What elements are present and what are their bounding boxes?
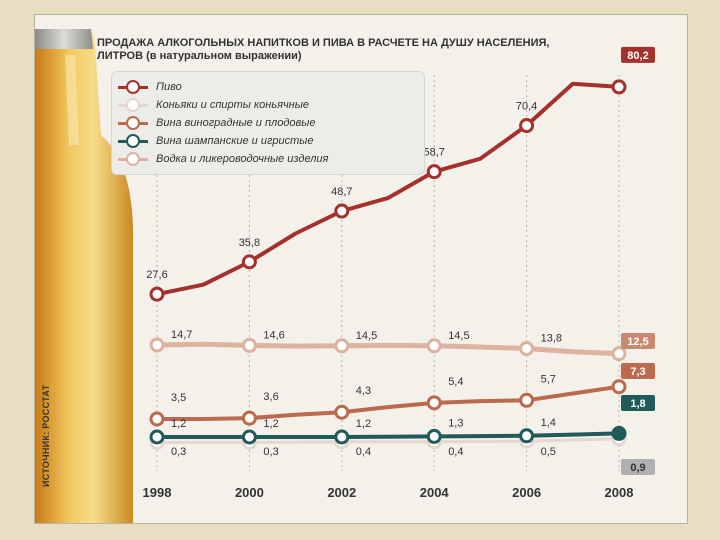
data-point-beer xyxy=(334,203,350,219)
data-point-wine xyxy=(611,379,627,395)
data-label-box-vodka xyxy=(621,333,655,349)
series-line-beer xyxy=(156,81,620,297)
legend-item-champagne: Вина шампанские и игристые xyxy=(118,132,416,150)
data-label-vodka: 14,6 xyxy=(263,329,284,341)
data-label-vodka: 14,5 xyxy=(356,330,377,342)
data-label-cognac: 0,4 xyxy=(356,446,371,458)
data-label-box-wine xyxy=(621,363,655,379)
legend: Пиво Коньяки и спирты коньячные Вина виног… xyxy=(111,71,425,175)
title-line: ПРОДАЖА АЛКОГОЛЬНЫХ НАПИТКОВ И ПИВА В РА… xyxy=(97,37,550,49)
data-point-vodka xyxy=(334,338,350,354)
chart-title: ПРОДАЖА АЛКОГОЛЬНЫХ НАПИТКОВ И ПИВА В РА… xyxy=(97,37,617,63)
data-point-champagne xyxy=(426,428,442,444)
data-label-champagne: 1,2 xyxy=(171,418,186,430)
legend-item-vodka: Водка и ликероводочные изделия xyxy=(118,150,416,168)
legend-swatch xyxy=(118,134,148,148)
data-label-beer: 35,8 xyxy=(239,237,260,249)
legend-label: Водка и ликероводочные изделия xyxy=(156,153,329,165)
data-label-wine: 7,3 xyxy=(630,366,645,378)
data-point-vodka xyxy=(519,341,535,357)
data-point-vodka xyxy=(241,337,257,353)
data-label-cognac: 0,5 xyxy=(541,446,556,458)
data-label-champagne: 1,8 xyxy=(630,398,645,410)
data-point-champagne xyxy=(611,425,627,441)
data-label-wine: 5,4 xyxy=(448,376,463,388)
legend-item-cognac: Коньяки и спирты коньячные xyxy=(118,96,416,114)
chart-frame: 1998 2000 2002 2004 2006 2008 27,6 35,8 48,7 58,7… xyxy=(34,14,688,524)
beer-bottle-illustration xyxy=(35,29,134,523)
data-label-champagne: 1,3 xyxy=(448,417,463,429)
data-point-wine xyxy=(426,395,442,411)
data-point-wine xyxy=(519,392,535,408)
legend-label: Вина шампанские и игристые xyxy=(156,135,314,147)
data-point-beer xyxy=(241,254,257,270)
x-tick-label: 2000 xyxy=(235,485,264,500)
data-point-beer xyxy=(611,79,627,95)
data-point-champagne xyxy=(334,429,350,445)
data-label-vodka: 14,5 xyxy=(448,330,469,342)
data-point-beer xyxy=(519,118,535,134)
series-line-champagne xyxy=(157,431,620,439)
legend-item-wine: Вина виноградные и плодовые xyxy=(118,114,416,132)
data-label-wine: 3,6 xyxy=(263,391,278,403)
x-tick-label: 1998 xyxy=(143,485,172,500)
x-tick-label: 2008 xyxy=(605,485,634,500)
data-label-box-beer xyxy=(621,46,655,63)
data-point-vodka xyxy=(149,337,165,353)
data-label-wine: 5,7 xyxy=(541,373,556,385)
data-point-wine xyxy=(241,410,257,426)
series-line-vodka xyxy=(156,341,620,357)
data-point-beer xyxy=(149,286,165,302)
legend-swatch xyxy=(118,80,148,94)
data-label-box-champagne xyxy=(621,395,655,411)
data-label-vodka: 13,8 xyxy=(541,333,562,345)
data-label-cognac: 0,4 xyxy=(448,446,463,458)
legend-label: Пиво xyxy=(156,81,182,93)
x-tick-label: 2006 xyxy=(512,485,541,500)
data-label-wine: 4,3 xyxy=(356,385,371,397)
legend-swatch xyxy=(118,152,148,166)
data-label-champagne: 1,4 xyxy=(541,417,556,429)
data-point-vodka xyxy=(611,346,627,362)
data-label-wine: 3,5 xyxy=(171,392,186,404)
data-label-cognac: 0,9 xyxy=(630,462,645,474)
data-label-beer: 58,7 xyxy=(423,147,444,159)
title-line: ЛИТРОВ (в натуральном выражении) xyxy=(97,50,302,62)
data-label-cognac: 0,3 xyxy=(171,446,186,458)
data-point-vodka xyxy=(426,338,442,354)
data-point-champagne xyxy=(519,428,535,444)
data-label-beer: 48,7 xyxy=(331,186,352,198)
data-point-champagne xyxy=(241,429,257,445)
data-point-wine xyxy=(149,411,165,427)
source-note: ИСТОЧНИК: РОССТАТ xyxy=(41,384,51,487)
x-tick-label: 2002 xyxy=(327,485,356,500)
data-label-vodka: 14,7 xyxy=(171,329,192,341)
legend-swatch xyxy=(118,116,148,130)
legend-item-beer: Пиво xyxy=(118,78,416,96)
data-label-beer: 27,6 xyxy=(146,269,167,281)
data-label-cognac: 0,3 xyxy=(263,446,278,458)
data-label-box-cognac xyxy=(621,459,655,475)
data-label-champagne: 1,2 xyxy=(263,418,278,430)
data-point-champagne xyxy=(149,429,165,445)
legend-label: Вина виноградные и плодовые xyxy=(156,117,316,129)
data-point-wine xyxy=(334,404,350,420)
data-label-champagne: 1,2 xyxy=(356,418,371,430)
data-label-beer: 80,2 xyxy=(627,50,648,62)
series-line-cognac xyxy=(157,437,620,444)
legend-swatch xyxy=(118,98,148,112)
data-label-beer: 70,4 xyxy=(516,101,537,113)
legend-label: Коньяки и спирты коньячные xyxy=(156,99,309,111)
data-label-vodka: 12,5 xyxy=(627,336,648,348)
series-line-wine xyxy=(157,384,620,421)
x-tick-label: 2004 xyxy=(420,485,450,500)
data-point-beer xyxy=(426,164,442,180)
